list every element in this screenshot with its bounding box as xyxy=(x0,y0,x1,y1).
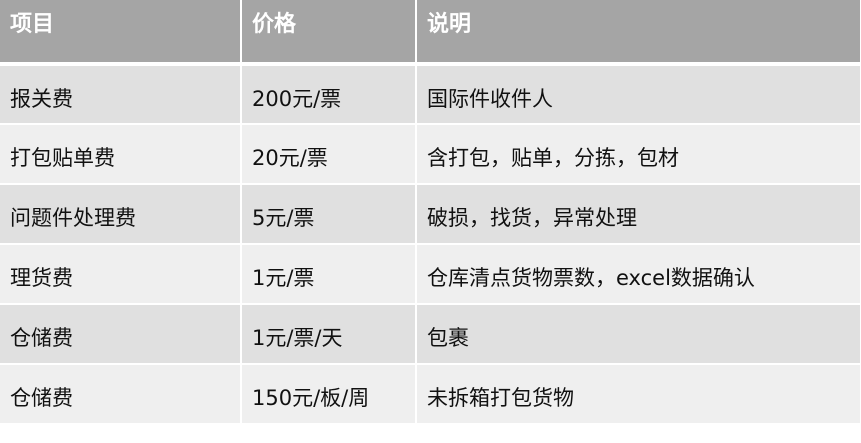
description-cell: 破损，找货，异常处理 xyxy=(415,184,861,245)
item-cell: 报关费 xyxy=(0,64,242,125)
table-row: 理货费 1元/票 仓库清点货物票数，excel数据确认 xyxy=(0,244,861,305)
item-cell: 打包贴单费 xyxy=(0,124,242,185)
description-cell: 国际件收件人 xyxy=(415,64,861,125)
price-cell: 5元/票 xyxy=(240,184,417,245)
price-cell: 1元/票 xyxy=(240,244,417,305)
table-row: 打包贴单费 20元/票 含打包，贴单，分拣，包材 xyxy=(0,124,861,185)
price-cell: 1元/票/天 xyxy=(240,304,417,365)
header-price: 价格 xyxy=(240,0,417,66)
item-cell: 仓储费 xyxy=(0,364,242,425)
table-row: 仓储费 1元/票/天 包裹 xyxy=(0,304,861,365)
fee-table: 项目 价格 说明 报关费 200元/票 国际件收件人 打包贴单费 20元/票 含打包，贴单… xyxy=(0,0,861,425)
item-cell: 理货费 xyxy=(0,244,242,305)
description-cell: 未拆箱打包货物 xyxy=(415,364,861,425)
description-cell: 包裹 xyxy=(415,304,861,365)
price-cell: 20元/票 xyxy=(240,124,417,185)
header-item: 项目 xyxy=(0,0,242,66)
header-row: 项目 价格 说明 xyxy=(0,0,861,66)
table-row: 仓储费 150元/板/周 未拆箱打包货物 xyxy=(0,364,861,425)
item-cell: 仓储费 xyxy=(0,304,242,365)
table-row: 问题件处理费 5元/票 破损，找货，异常处理 xyxy=(0,184,861,245)
table-row: 报关费 200元/票 国际件收件人 xyxy=(0,64,861,125)
item-cell: 问题件处理费 xyxy=(0,184,242,245)
header-description: 说明 xyxy=(415,0,861,66)
description-cell: 仓库清点货物票数，excel数据确认 xyxy=(415,244,861,305)
description-cell: 含打包，贴单，分拣，包材 xyxy=(415,124,861,185)
price-cell: 200元/票 xyxy=(240,64,417,125)
price-cell: 150元/板/周 xyxy=(240,364,417,425)
